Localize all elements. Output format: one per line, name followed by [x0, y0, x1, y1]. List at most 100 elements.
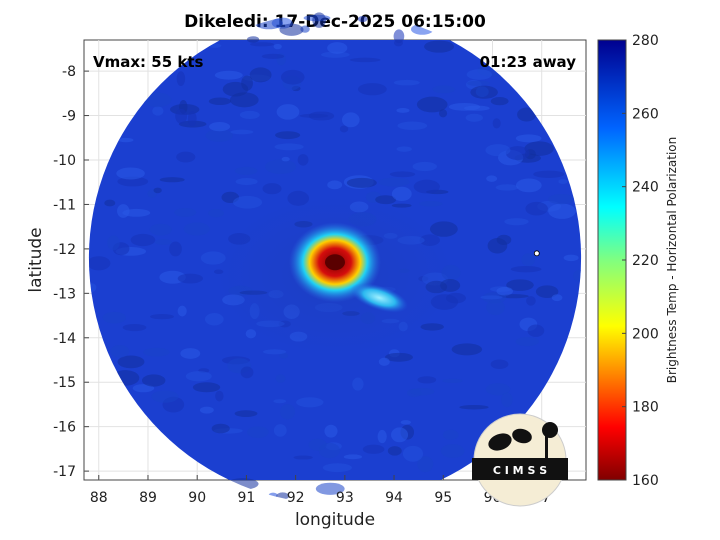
- swath-texture: [118, 137, 134, 143]
- swath-texture: [442, 378, 463, 383]
- swath-texture: [273, 43, 282, 50]
- swath-texture: [234, 166, 258, 175]
- x-axis-label: longitude: [294, 510, 376, 530]
- swath-texture: [262, 349, 287, 355]
- swath-texture: [153, 187, 162, 194]
- x-tick-label: 94: [385, 490, 403, 506]
- swath-texture: [417, 376, 437, 384]
- swath-texture: [402, 445, 424, 462]
- colorbar: 280 260 240 220 200 180 160: [597, 33, 659, 489]
- swath-texture: [533, 170, 565, 178]
- swath-texture: [235, 178, 258, 186]
- eye-core-feature: [325, 254, 345, 271]
- x-tick-label: 90: [188, 490, 206, 506]
- colorbar-tick-label: 220: [632, 253, 659, 269]
- swath-texture: [432, 85, 456, 94]
- swath-texture: [396, 108, 410, 113]
- swath-texture: [175, 108, 188, 124]
- swath-texture: [132, 384, 155, 393]
- swath-texture: [412, 161, 438, 172]
- swath-texture: [177, 273, 203, 284]
- y-tick-label: -16: [53, 420, 76, 436]
- swath-texture: [149, 223, 172, 236]
- swath-texture: [281, 156, 290, 162]
- swath-texture: [515, 134, 542, 143]
- swath-texture: [496, 234, 512, 246]
- swath-texture: [377, 429, 387, 444]
- swath-texture: [387, 446, 402, 456]
- swath-texture: [279, 23, 304, 36]
- swath-texture: [204, 313, 224, 326]
- y-tick-label: -13: [53, 286, 76, 302]
- swath-texture: [490, 359, 509, 370]
- rainband-feature: [350, 283, 409, 313]
- swath-texture: [419, 200, 443, 207]
- swath-texture: [349, 57, 381, 63]
- swath-texture: [515, 337, 540, 347]
- swath-texture: [176, 151, 196, 163]
- swath-texture: [563, 254, 579, 262]
- swath-texture: [232, 195, 263, 209]
- swath-texture: [150, 314, 174, 320]
- swath-texture: [107, 235, 120, 251]
- swath-texture: [496, 286, 514, 296]
- swath-texture: [205, 129, 233, 142]
- swath-texture: [151, 390, 179, 403]
- y-tick-label: -12: [53, 242, 76, 258]
- swath-texture: [485, 144, 511, 157]
- swath-texture: [391, 186, 412, 202]
- swath-texture: [327, 180, 343, 190]
- swath-texture: [261, 53, 285, 59]
- swath-texture: [393, 79, 420, 86]
- swath-texture: [495, 184, 519, 191]
- logo-band: [472, 458, 568, 480]
- swath-texture: [393, 29, 405, 44]
- swath-texture: [486, 299, 505, 316]
- swath-texture: [327, 42, 348, 54]
- swath-texture: [117, 355, 145, 369]
- swath-texture: [187, 111, 197, 127]
- logo-tower-tank: [542, 422, 558, 438]
- swath-texture: [208, 208, 224, 218]
- swath-texture: [208, 97, 232, 106]
- logo-dish-right: [512, 428, 532, 444]
- swath-texture: [378, 177, 410, 187]
- x-tick-label: 88: [90, 490, 108, 506]
- swath-texture: [276, 104, 300, 120]
- swath-texture: [501, 392, 513, 408]
- colorbar-tick-label: 200: [632, 326, 659, 342]
- swath-texture: [357, 83, 387, 96]
- swath-texture: [226, 478, 259, 490]
- swath-texture: [548, 203, 576, 219]
- swath-texture: [490, 97, 509, 106]
- swath-texture: [475, 86, 489, 98]
- swath-texture: [526, 296, 536, 306]
- small-marker: [533, 250, 540, 257]
- swath-texture: [246, 36, 260, 43]
- swath-texture: [400, 420, 412, 425]
- swath-texture: [384, 352, 413, 362]
- swath-texture: [110, 344, 130, 358]
- microwave-swath: [88, 12, 582, 500]
- swath-texture: [88, 256, 111, 271]
- colorbar-gradient: [597, 39, 627, 481]
- swath-texture: [352, 377, 364, 391]
- swath-texture: [315, 482, 345, 495]
- y-tick-label: -9: [62, 109, 76, 125]
- swath-texture: [515, 178, 542, 193]
- swath-texture: [413, 179, 440, 194]
- swath-texture: [185, 371, 212, 382]
- swath-texture: [152, 106, 164, 116]
- swath-texture: [117, 176, 149, 187]
- swath-texture: [102, 311, 126, 324]
- swath-texture: [279, 352, 289, 359]
- swath-texture: [527, 324, 545, 337]
- colorbar-tick-label: 240: [632, 180, 659, 196]
- swath-texture: [535, 285, 559, 299]
- swath-texture: [504, 218, 529, 226]
- swath-texture: [122, 323, 147, 332]
- logo-tower-leg: [545, 430, 548, 460]
- swath-texture: [429, 221, 458, 237]
- swath-texture: [551, 294, 563, 302]
- swath-texture: [249, 42, 275, 47]
